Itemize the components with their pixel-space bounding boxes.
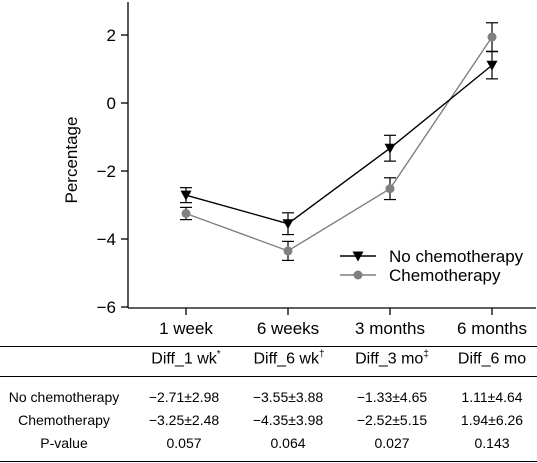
header-diff-6mo: Diff_6 mo — [457, 350, 527, 368]
y-axis-label: Percentage — [62, 117, 81, 204]
cell-pvalue-3mo: 0.027 — [374, 435, 410, 451]
line-chart: −6 −4 −2 0 2 1 week 6 weeks 3 months 6 months Per… — [62, 2, 536, 338]
row-label-p-value: P-value — [40, 435, 88, 451]
cell-nochemo-6wk: −3.55±3.88 — [252, 389, 324, 405]
cell-chemo-3mo: −2.52±5.15 — [356, 412, 428, 428]
series-line-chemotherapy — [185, 36, 493, 252]
data-point-chemotherapy — [385, 184, 395, 194]
y-tick-label: −6 — [97, 298, 116, 317]
stats-table: Diff_1 wk* Diff_6 wk† Diff_3 mo‡ Diff_6 … — [0, 344, 537, 463]
legend-marker-triangle — [352, 251, 364, 262]
table-header-rule — [0, 376, 537, 377]
cell-chemo-6wk: −4.35±3.98 — [252, 412, 324, 428]
table-top-rule — [0, 346, 537, 347]
series-line-no-chemotherapy — [185, 64, 493, 225]
data-point-no-chemotherapy — [384, 143, 396, 154]
legend-label: Chemotherapy — [389, 266, 501, 285]
cell-chemo-6mo: 1.94±6.26 — [460, 412, 524, 428]
x-tick-label: 6 weeks — [257, 319, 319, 338]
cell-nochemo-6mo: 1.11±4.64 — [461, 389, 523, 405]
data-point-chemotherapy — [487, 32, 497, 42]
data-point-no-chemotherapy — [180, 190, 192, 201]
data-point-no-chemotherapy — [282, 219, 294, 230]
row-label-chemotherapy: Chemotherapy — [18, 412, 110, 428]
data-point-chemotherapy — [283, 246, 293, 256]
x-tick-label: 6 months — [457, 319, 527, 338]
legend-label: No chemotherapy — [389, 247, 524, 266]
row-label-no-chemotherapy: No chemotherapy — [8, 389, 120, 405]
x-tick-label: 3 months — [355, 319, 425, 338]
x-tick-label: 1 week — [159, 319, 213, 338]
header-diff-1wk: Diff_1 wk* — [151, 349, 221, 368]
data-point-chemotherapy — [181, 209, 191, 218]
y-tick-label: 0 — [107, 94, 116, 113]
y-tick-label: −2 — [97, 162, 116, 181]
cell-nochemo-1wk: −2.71±2.98 — [148, 389, 220, 405]
header-diff-3mo: Diff_3 mo‡ — [355, 349, 429, 368]
data-point-no-chemotherapy — [486, 60, 498, 71]
y-tick-label: 2 — [107, 26, 116, 45]
cell-pvalue-6wk: 0.064 — [270, 435, 306, 451]
header-diff-6wk: Diff_6 wk† — [253, 349, 325, 368]
legend-marker-circle — [353, 270, 363, 280]
y-tick-label: −4 — [97, 230, 116, 249]
cell-chemo-1wk: −3.25±2.48 — [148, 412, 220, 428]
cell-nochemo-3mo: −1.33±4.65 — [356, 389, 428, 405]
table-bottom-rule — [0, 461, 537, 462]
cell-pvalue-1wk: 0.057 — [166, 435, 202, 451]
cell-pvalue-6mo: 0.143 — [474, 435, 510, 451]
